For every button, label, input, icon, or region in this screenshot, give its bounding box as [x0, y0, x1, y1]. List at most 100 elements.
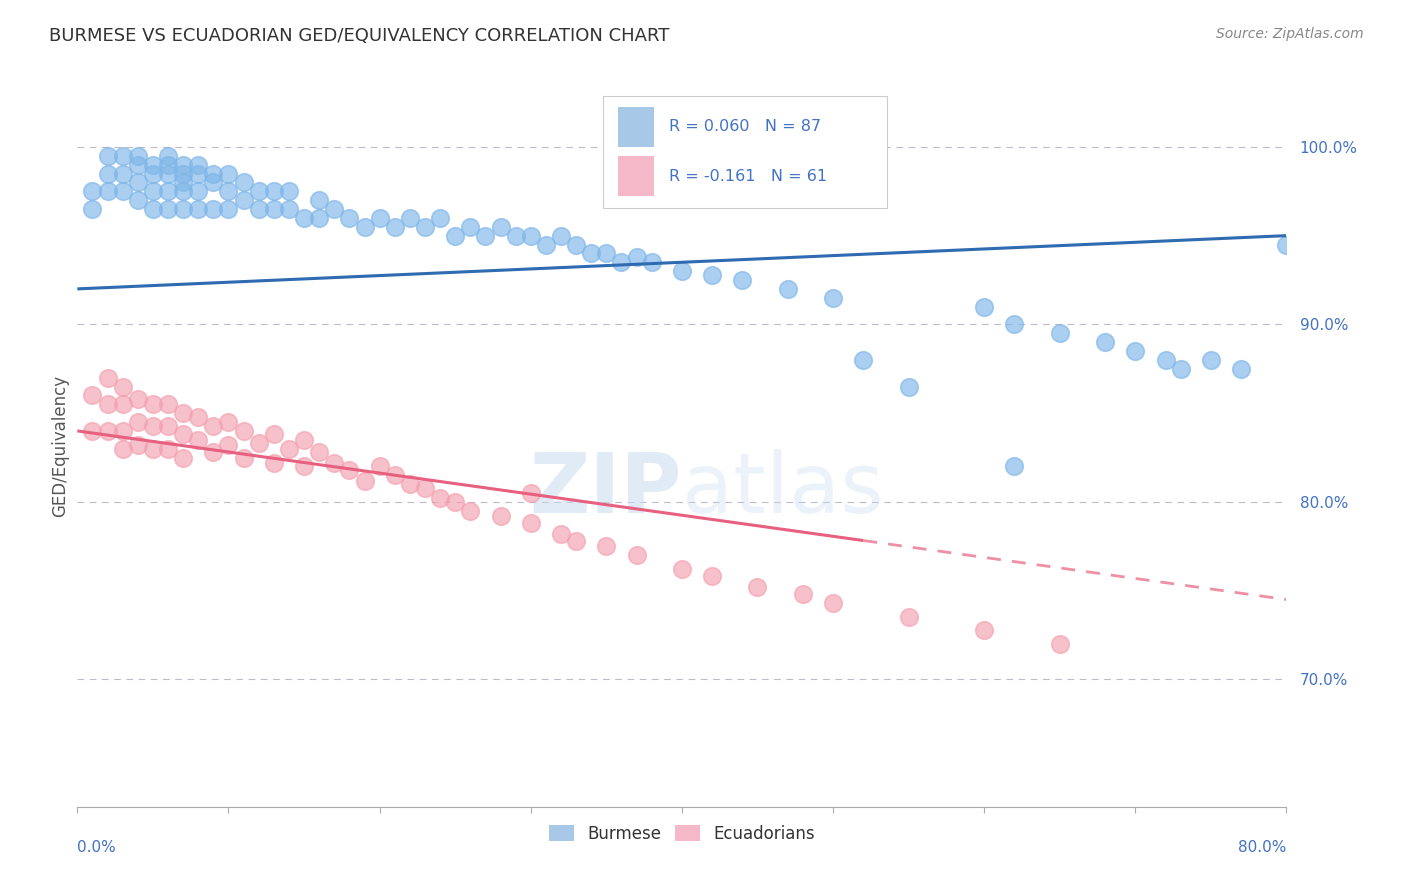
Point — [96, 397, 118, 411]
Point — [218, 184, 240, 198]
Point — [187, 158, 209, 172]
Point — [278, 184, 301, 198]
Point — [247, 184, 270, 198]
Point — [82, 388, 104, 402]
Point — [565, 533, 588, 548]
Point — [187, 409, 209, 424]
Point — [172, 184, 194, 198]
Point — [384, 468, 406, 483]
Bar — [617, 107, 654, 147]
Point — [157, 442, 180, 456]
Point — [187, 433, 209, 447]
Point — [489, 219, 512, 234]
Point — [218, 167, 240, 181]
Text: atlas: atlas — [682, 449, 883, 530]
Point — [337, 211, 360, 225]
Point — [429, 211, 451, 225]
Text: BURMESE VS ECUADORIAN GED/EQUIVALENCY CORRELATION CHART: BURMESE VS ECUADORIAN GED/EQUIVALENCY CO… — [49, 27, 669, 45]
Point — [973, 623, 995, 637]
Point — [142, 442, 165, 456]
Point — [263, 184, 285, 198]
Point — [218, 202, 240, 216]
Point — [671, 264, 693, 278]
Point — [142, 202, 165, 216]
Y-axis label: GED/Equivalency: GED/Equivalency — [51, 375, 69, 517]
Point — [520, 228, 543, 243]
Point — [202, 418, 225, 433]
Point — [127, 149, 149, 163]
Point — [565, 237, 588, 252]
Point — [96, 370, 118, 384]
Point — [671, 562, 693, 576]
Point — [142, 167, 165, 181]
Point — [172, 427, 194, 442]
Point — [172, 175, 194, 189]
Point — [595, 539, 617, 553]
Point — [731, 273, 754, 287]
Point — [292, 433, 315, 447]
Point — [610, 255, 633, 269]
Text: R = 0.060   N = 87: R = 0.060 N = 87 — [669, 120, 821, 135]
Point — [308, 445, 330, 459]
Point — [263, 427, 285, 442]
Point — [641, 255, 664, 269]
Point — [308, 211, 330, 225]
Point — [292, 211, 315, 225]
Point — [187, 184, 209, 198]
Point — [218, 438, 240, 452]
Point — [127, 175, 149, 189]
Point — [747, 580, 769, 594]
Point — [202, 202, 225, 216]
Point — [821, 291, 844, 305]
Point — [127, 438, 149, 452]
Point — [82, 424, 104, 438]
Point — [82, 184, 104, 198]
Point — [702, 268, 724, 282]
Point — [444, 495, 467, 509]
Point — [157, 397, 180, 411]
Point — [429, 491, 451, 506]
Point — [278, 202, 301, 216]
Point — [776, 282, 799, 296]
Point — [157, 158, 180, 172]
Point — [505, 228, 527, 243]
Point — [157, 202, 180, 216]
Point — [458, 504, 481, 518]
Point — [127, 392, 149, 406]
Point — [157, 167, 180, 181]
Point — [368, 459, 391, 474]
Point — [489, 509, 512, 524]
Point — [384, 219, 406, 234]
Point — [474, 228, 496, 243]
Point — [973, 300, 995, 314]
Text: 80.0%: 80.0% — [1239, 839, 1286, 855]
Point — [172, 158, 194, 172]
Point — [96, 167, 118, 181]
Point — [323, 202, 346, 216]
Point — [202, 175, 225, 189]
Point — [127, 193, 149, 207]
Point — [444, 228, 467, 243]
Point — [157, 418, 180, 433]
Point — [626, 250, 648, 264]
Point — [111, 184, 134, 198]
Legend: Burmese, Ecuadorians: Burmese, Ecuadorians — [543, 818, 821, 849]
Point — [142, 418, 165, 433]
Point — [111, 424, 134, 438]
Point — [202, 445, 225, 459]
Point — [172, 202, 194, 216]
Point — [1199, 352, 1222, 367]
Point — [595, 246, 617, 260]
Point — [1230, 361, 1253, 376]
Point — [520, 516, 543, 531]
Point — [247, 436, 270, 450]
Point — [368, 211, 391, 225]
Point — [897, 379, 920, 393]
Point — [142, 184, 165, 198]
Point — [187, 167, 209, 181]
Point — [202, 167, 225, 181]
Point — [263, 202, 285, 216]
Point — [1275, 237, 1298, 252]
Point — [278, 442, 301, 456]
Point — [550, 228, 572, 243]
